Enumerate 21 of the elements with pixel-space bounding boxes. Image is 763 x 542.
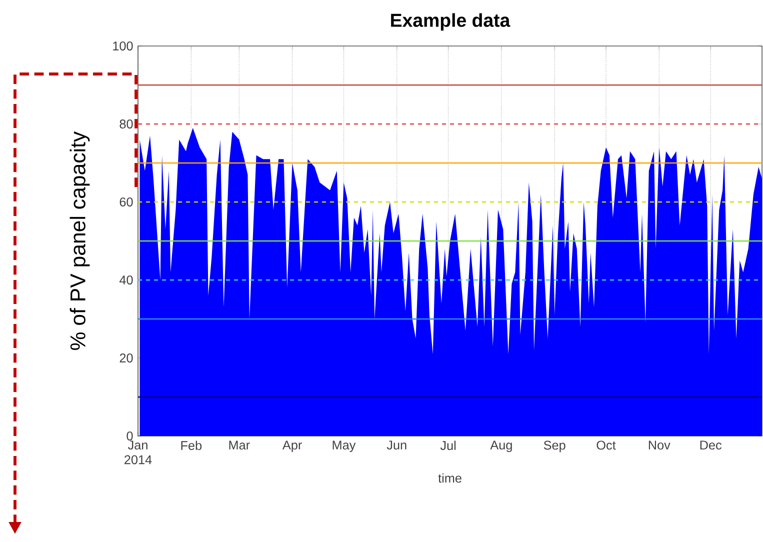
y-tick-label: 100	[113, 42, 133, 50]
x-tick-label: Feb	[181, 440, 202, 450]
y-tick-label: 40	[119, 276, 133, 284]
y-tick-label: 20	[120, 354, 133, 362]
y-axis-title: % of PV panel capacity	[70, 131, 90, 350]
chart-title: Example data	[391, 13, 510, 31]
x-tick-label: Jul	[440, 440, 456, 450]
x-axis-title: time	[438, 473, 462, 483]
x-tick-label: Jan 2014	[124, 440, 152, 464]
y-tick-label: 60	[120, 198, 133, 206]
x-tick-label: May	[332, 440, 356, 452]
x-tick-label: Jun	[386, 440, 406, 450]
x-tick-label: Apr	[282, 440, 302, 452]
y-tick-label: 80	[120, 120, 133, 128]
x-tick-label: Dec	[700, 440, 722, 450]
x-tick-label: Aug	[490, 440, 512, 452]
x-tick-label: Oct	[596, 440, 616, 450]
y-tick-label: 0	[126, 432, 133, 440]
x-tick-label: Nov	[648, 440, 670, 450]
x-tick-label: Mar	[229, 440, 250, 450]
x-tick-label: Sep	[544, 440, 566, 452]
